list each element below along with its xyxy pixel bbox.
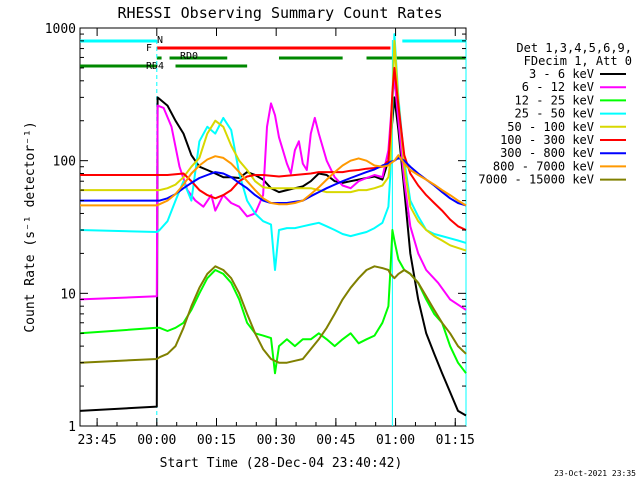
legend-label-12-25-kev: 12 - 25 keV	[515, 93, 594, 107]
x-tick-label: 00:30	[257, 433, 296, 448]
series-line-7000-15000-kev	[79, 265, 467, 364]
legend: Det 1,3,4,5,6,9, FDecim 1, Att 0 3 - 6 k…	[478, 41, 632, 187]
x-tick-label: 00:00	[137, 433, 176, 448]
state-bar-label-f: F	[146, 43, 152, 54]
legend-label-300-800-kev: 300 - 800 keV	[500, 146, 594, 160]
legend-header-line-2: FDecim 1, Att 0	[524, 54, 632, 68]
series-lines	[79, 33, 467, 417]
y-axis-ticks: 1 10 100 1000	[45, 22, 466, 435]
legend-header-line-1: Det 1,3,4,5,6,9,	[516, 41, 632, 55]
legend-label-3-6-kev: 3 - 6 keV	[529, 67, 594, 81]
x-tick-label: 00:45	[316, 433, 355, 448]
state-bar-label-rd4: RD4	[146, 61, 164, 72]
x-tick-label: 23:45	[78, 433, 117, 448]
legend-label-50-100-kev: 50 - 100 keV	[507, 120, 594, 134]
series-line-50-100-kev	[80, 39, 467, 252]
y-tick-label: 1	[68, 420, 76, 435]
y-tick-label: 100	[53, 155, 76, 170]
plot-area: NF RD0 RD4	[79, 27, 467, 427]
y-tick-label: 1000	[45, 22, 76, 37]
legend-label-800-7000-kev: 800 - 7000 keV	[493, 159, 594, 173]
legend-label-25-50-kev: 25 - 50 keV	[515, 107, 594, 121]
x-tick-label: 01:00	[376, 433, 415, 448]
y-tick-label: 10	[60, 287, 76, 302]
legend-label-7000-15000-kev: 7000 - 15000 keV	[478, 173, 594, 187]
date-stamp: 23-Oct-2021 23:35	[554, 469, 636, 478]
x-tick-label: 01:15	[436, 433, 475, 448]
state-bar-label-rd0: RD0	[180, 51, 198, 62]
series-line-300-800-kev	[80, 156, 467, 207]
x-axis-label: Start Time (28-Dec-04 23:40:42)	[160, 456, 403, 471]
state-bars: NF RD0 RD4	[80, 35, 466, 72]
x-axis-ticks: 23:45 00:00 00:15 00:30 00:45 01:00 01:15	[78, 28, 475, 448]
x-tick-label: 00:15	[197, 433, 236, 448]
chart-title: RHESSI Observing Summary Count Rates	[117, 4, 442, 22]
series-line-800-7000-kev	[80, 154, 467, 207]
y-axis-label: Count Rate (s⁻¹ detector⁻¹)	[23, 121, 38, 332]
state-bar-label-n: N	[157, 35, 163, 46]
legend-label-100-300-kev: 100 - 300 keV	[500, 133, 594, 147]
legend-label-6-12-kev: 6 - 12 keV	[522, 80, 594, 94]
series-line-3-6-kev	[79, 96, 467, 417]
